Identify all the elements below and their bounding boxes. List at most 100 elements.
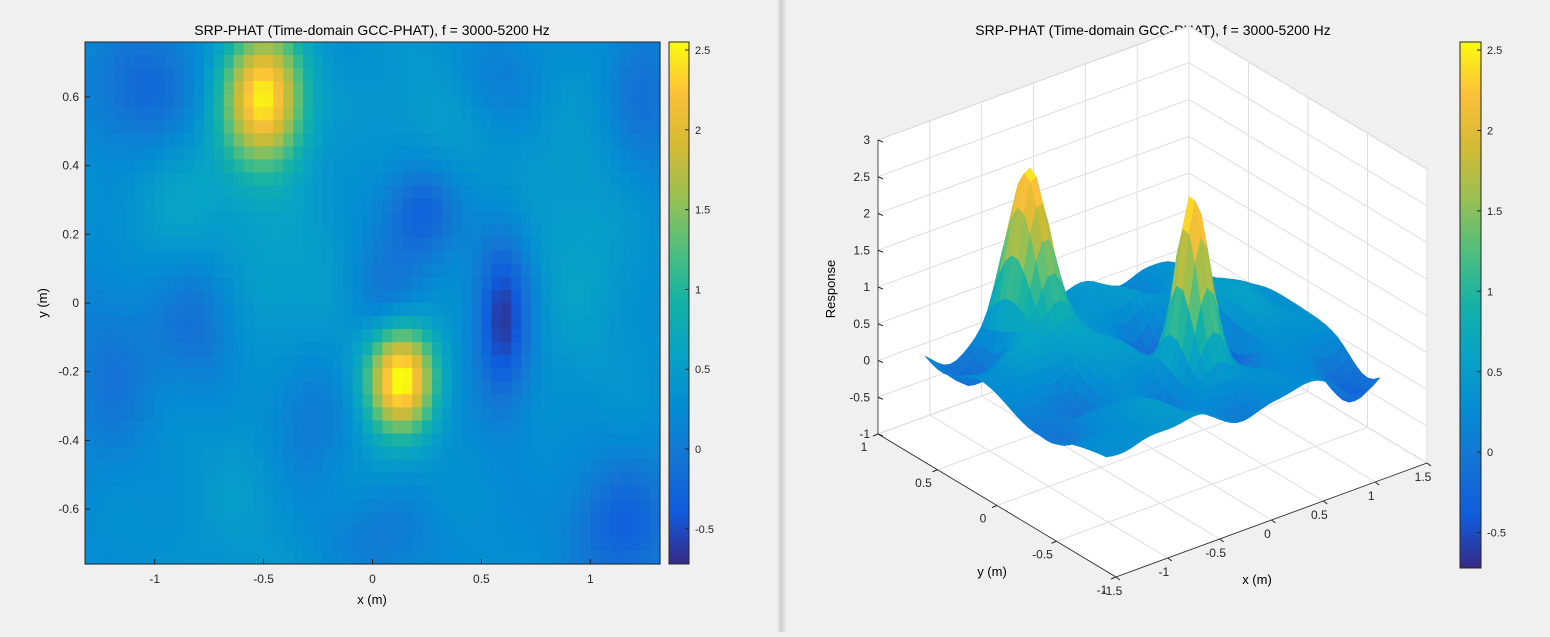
heatmap-cell: [303, 486, 314, 500]
heatmap-cell: [184, 486, 195, 500]
heatmap-cell: [482, 277, 493, 291]
heatmap-cell: [482, 173, 493, 187]
heatmap-cell: [482, 316, 493, 330]
heatmap-cell: [650, 407, 661, 421]
heatmap-cell: [630, 368, 641, 382]
heatmap-cell: [462, 146, 473, 160]
heatmap-cell: [194, 316, 205, 330]
heatmap-cell: [135, 499, 146, 513]
heatmap-cell: [482, 303, 493, 317]
heatmap-cell: [224, 277, 235, 291]
heatmap-cell: [610, 68, 621, 82]
heatmap-cell: [373, 538, 384, 552]
heatmap-cell: [323, 94, 334, 108]
heatmap-cell: [303, 499, 314, 513]
heatmap-cell: [115, 81, 126, 95]
heatmap-cell: [452, 525, 463, 539]
heatmap-cell: [293, 251, 304, 265]
heatmap-cell: [402, 381, 413, 395]
heatmap-cell: [571, 199, 582, 213]
heatmap-cell: [561, 81, 572, 95]
heatmap-cell: [164, 512, 175, 526]
heatmap-cell: [551, 68, 562, 82]
heatmap-cell: [353, 525, 364, 539]
heatmap-cell: [194, 238, 205, 252]
heatmap-cell: [422, 551, 433, 565]
heatmap-cell: [144, 538, 155, 552]
heatmap-cell: [472, 81, 483, 95]
heatmap-cell: [363, 133, 374, 147]
heatmap-cell: [323, 42, 334, 56]
heatmap-cell: [204, 460, 215, 474]
heatmap-cell: [392, 55, 403, 69]
heatmap-cell: [353, 225, 364, 239]
heatmap-cell: [402, 342, 413, 356]
heatmap-cell: [432, 473, 443, 487]
y-tick-label: -0.4: [58, 433, 79, 447]
heatmap-cell: [640, 264, 651, 278]
heatmap-cell: [353, 277, 364, 291]
heatmap-cell: [591, 499, 602, 513]
heatmap-cell: [125, 407, 136, 421]
heatmap-cell: [402, 107, 413, 121]
heatmap-cell: [571, 538, 582, 552]
heatmap-cell: [244, 68, 255, 82]
heatmap-cell: [105, 199, 116, 213]
heatmap-cell: [472, 407, 483, 421]
heatmap-cell: [273, 394, 284, 408]
heatmap-cell: [303, 225, 314, 239]
heatmap-cell: [135, 186, 146, 200]
heatmap-cell: [85, 81, 96, 95]
heatmap-cell: [224, 342, 235, 356]
x-tick-label: 0.5: [473, 572, 490, 586]
heatmap-cell: [273, 42, 284, 56]
heatmap-cell: [501, 42, 512, 56]
heatmap-cell: [462, 173, 473, 187]
heatmap-cell: [125, 355, 136, 369]
surface-figure: SRP-PHAT (Time-domain GCC-PHAT), f = 300…: [786, 0, 1550, 632]
heatmap-cell: [313, 473, 324, 487]
heatmap-cell: [115, 173, 126, 187]
heatmap-cell: [591, 225, 602, 239]
heatmap-cell: [214, 251, 225, 265]
heatmap-cell: [472, 381, 483, 395]
heatmap-cell: [363, 329, 374, 343]
heatmap-cell: [630, 238, 641, 252]
heatmap-cell: [422, 68, 433, 82]
heatmap-cell: [273, 94, 284, 108]
heatmap-cell: [353, 94, 364, 108]
heatmap-cell: [343, 42, 354, 56]
heatmap-cell: [263, 159, 274, 173]
heatmap-cell: [95, 303, 106, 317]
figure-divider[interactable]: [778, 0, 786, 632]
heatmap-cell: [95, 394, 106, 408]
heatmap-cell: [650, 316, 661, 330]
heatmap-cell: [402, 368, 413, 382]
heatmap-cell: [125, 420, 136, 434]
heatmap-cell: [125, 225, 136, 239]
heatmap-cell: [382, 434, 393, 448]
heatmap-cell: [402, 434, 413, 448]
heatmap-cell: [323, 107, 334, 121]
heatmap-cell: [174, 146, 185, 160]
heatmap-cell: [283, 94, 294, 108]
heatmap-cell: [640, 499, 651, 513]
heatmap-cell: [561, 473, 572, 487]
heatmap-cell: [541, 94, 552, 108]
heatmap-cell: [541, 538, 552, 552]
heatmap-cell: [144, 55, 155, 69]
heatmap-cell: [541, 107, 552, 121]
heatmap-cell: [293, 381, 304, 395]
heatmap-cell: [442, 368, 453, 382]
z-tick-label: 1.5: [853, 243, 870, 257]
heatmap-cell: [154, 107, 165, 121]
heatmap-cell: [531, 81, 542, 95]
heatmap-cell: [254, 277, 265, 291]
heatmap-cell: [135, 146, 146, 160]
heatmap-cell: [125, 277, 136, 291]
heatmap-cell: [591, 329, 602, 343]
heatmap-cell: [491, 316, 502, 330]
heatmap-cell: [482, 355, 493, 369]
heatmap-cell: [234, 159, 245, 173]
heatmap-cell: [452, 159, 463, 173]
